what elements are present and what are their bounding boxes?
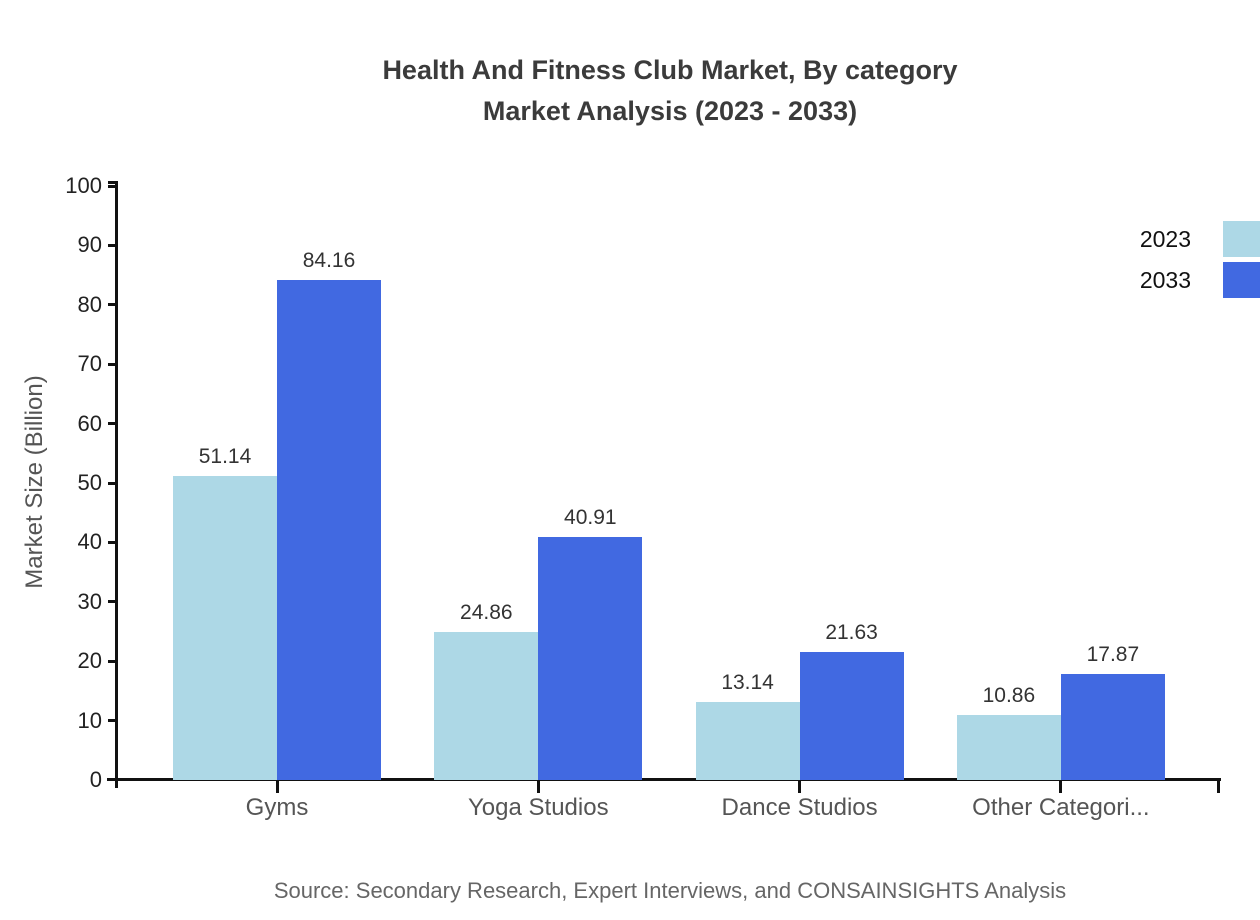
- y-tick: [108, 303, 118, 307]
- value-label: 84.16: [302, 249, 356, 273]
- value-label: 51.14: [198, 445, 252, 469]
- y-tick-label: 90: [77, 232, 102, 258]
- y-tick-label: 20: [77, 648, 102, 674]
- category-label: Yoga Studios: [468, 794, 609, 821]
- y-tick-label: 70: [77, 351, 102, 377]
- value-label: 21.63: [825, 620, 878, 644]
- y-tick-label: 10: [77, 707, 102, 733]
- y-tick-label: 60: [77, 410, 102, 436]
- x-tick: [275, 780, 279, 793]
- bar[interactable]: [538, 536, 643, 780]
- source-note: Source: Secondary Research, Expert Inter…: [273, 878, 1067, 903]
- value-label: 10.86: [982, 684, 1036, 708]
- y-axis-line: [115, 181, 118, 788]
- x-tick: [1059, 780, 1063, 793]
- y-tick: [108, 184, 118, 188]
- bar[interactable]: [956, 715, 1061, 780]
- chart-title: Health And Fitness Club Market, By categ…: [382, 50, 957, 132]
- y-axis-cap-tick: [108, 181, 118, 184]
- legend-item-2033[interactable]: 2033: [1140, 262, 1260, 298]
- y-tick-label: 40: [77, 529, 102, 555]
- y-tick: [108, 422, 118, 426]
- value-label: 13.14: [721, 670, 774, 694]
- y-tick-label: 100: [65, 173, 102, 198]
- x-tick: [536, 780, 540, 793]
- bar[interactable]: [799, 651, 904, 780]
- x-tick: [798, 780, 802, 793]
- category-label: Gyms: [245, 794, 309, 821]
- y-tick-label: 80: [77, 291, 102, 317]
- bar[interactable]: [1060, 673, 1165, 780]
- y-tick-label: 50: [77, 470, 102, 495]
- value-label: 17.87: [1086, 642, 1140, 666]
- y-tick: [108, 243, 118, 247]
- y-tick: [108, 659, 118, 663]
- chart-title-line2: Market Analysis (2023 - 2033): [482, 96, 858, 126]
- y-tick-label: 30: [77, 588, 102, 614]
- x-tick: [1217, 780, 1220, 793]
- y-tick: [108, 719, 118, 723]
- y-tick: [108, 600, 118, 604]
- y-tick-label: 0: [89, 767, 102, 792]
- bar[interactable]: [434, 632, 539, 780]
- value-label: 24.86: [460, 601, 513, 625]
- legend: 2023 2033: [1140, 221, 1260, 298]
- category-label: Dance Studios: [721, 794, 878, 821]
- value-label: 40.91: [564, 505, 617, 529]
- bar[interactable]: [695, 701, 800, 780]
- legend-label: 2033: [1139, 266, 1191, 293]
- y-tick: [108, 481, 118, 485]
- category-label: Other Categori...: [972, 794, 1150, 821]
- y-tick: [108, 540, 118, 544]
- chart-title-line1: Health And Fitness Club Market, By categ…: [382, 55, 958, 85]
- bar[interactable]: [173, 476, 277, 780]
- legend-label: 2023: [1139, 225, 1191, 252]
- x-axis-line: [107, 778, 1221, 781]
- y-tick: [108, 362, 118, 366]
- legend-swatch: [1223, 262, 1260, 298]
- bar[interactable]: [277, 280, 381, 780]
- legend-swatch: [1223, 221, 1260, 257]
- legend-item-2023[interactable]: 2023: [1140, 221, 1260, 257]
